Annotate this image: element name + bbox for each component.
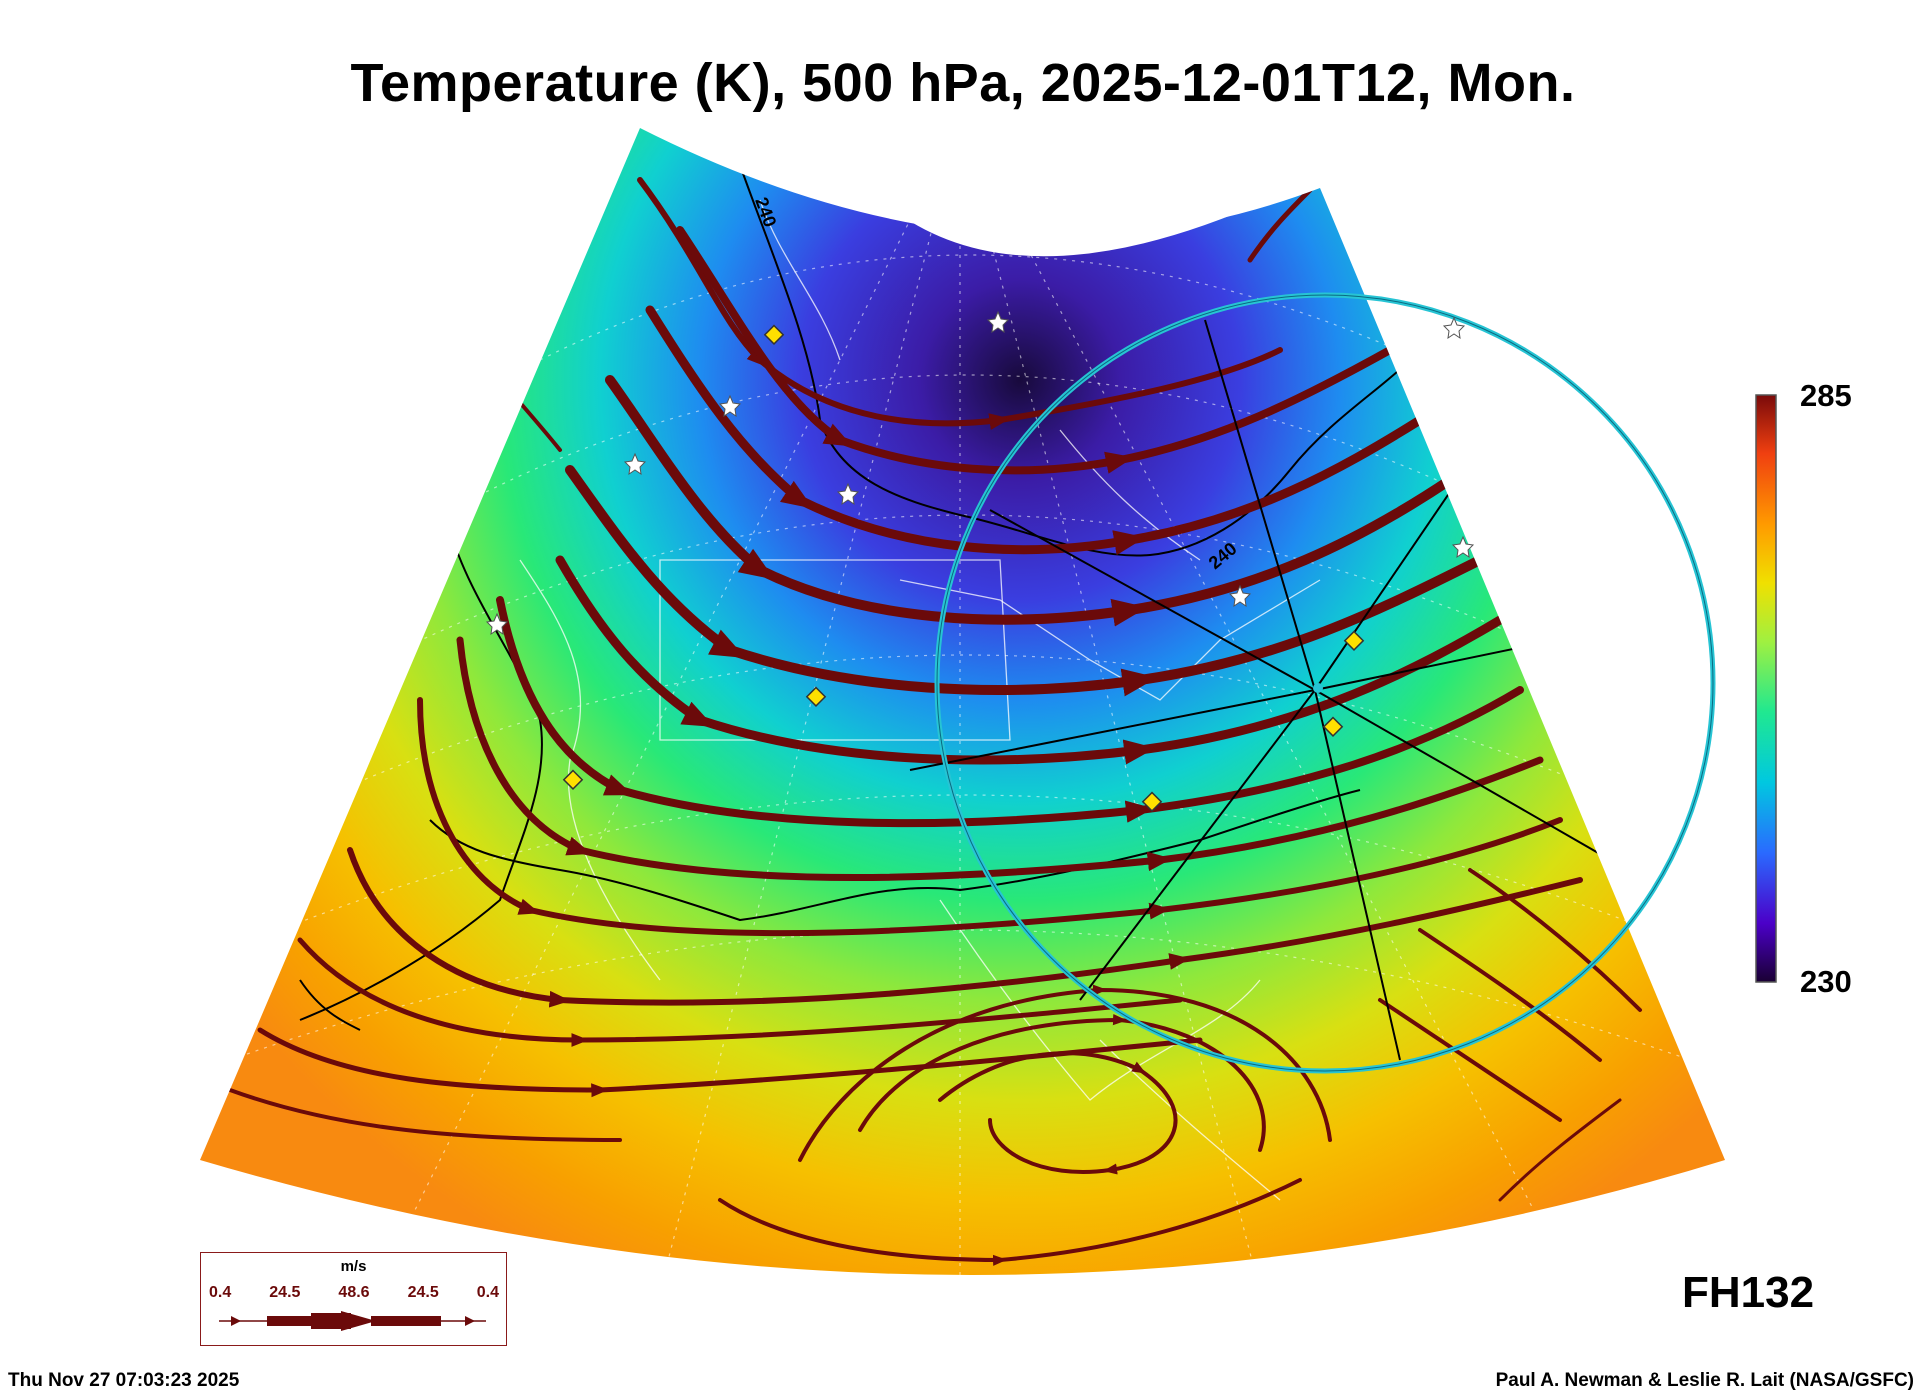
ring-center xyxy=(1313,683,1323,693)
map-title: Temperature (K), 500 hPa, 2025-12-01T12,… xyxy=(350,53,1576,113)
station-diamond xyxy=(1343,630,1365,651)
star-marker xyxy=(1442,316,1466,340)
star-marker xyxy=(485,612,509,636)
wind-legend-value: 48.6 xyxy=(338,1284,370,1301)
wind-legend-value: 0.4 xyxy=(209,1284,232,1301)
wind-speed-legend: m/s 0.4 24.5 48.6 24.5 0.4 xyxy=(200,1252,507,1346)
credit: Paul A. Newman & Leslie R. Lait (NASA/GS… xyxy=(1495,1370,1914,1391)
station-diamond xyxy=(763,324,785,345)
star-marker xyxy=(1228,584,1252,608)
station-diamond xyxy=(1322,716,1344,737)
star-marker xyxy=(1451,535,1475,559)
wind-legend-value: 24.5 xyxy=(269,1284,301,1301)
wind-legend-arrow-icon xyxy=(219,1311,486,1331)
forecast-hour: FH132 xyxy=(1682,1268,1815,1317)
station-diamond xyxy=(562,769,584,790)
colorbar xyxy=(1755,394,1777,983)
colorbar-min-label: 230 xyxy=(1800,964,1852,999)
wind-legend-value: 24.5 xyxy=(407,1284,439,1301)
wind-legend-value: 0.4 xyxy=(476,1284,499,1301)
wind-legend-units: m/s xyxy=(340,1258,367,1275)
star-marker xyxy=(623,452,647,476)
station-diamond xyxy=(1141,791,1163,812)
temperature-field xyxy=(200,120,1725,1275)
star-markers xyxy=(485,310,1475,636)
star-marker xyxy=(836,482,860,506)
timestamp: Thu Nov 27 07:03:23 2025 xyxy=(8,1370,240,1391)
colorbar-max-label: 285 xyxy=(1800,378,1852,413)
star-marker xyxy=(718,394,742,418)
star-marker xyxy=(986,310,1010,334)
station-diamond xyxy=(805,686,827,707)
station-markers xyxy=(562,324,1365,812)
